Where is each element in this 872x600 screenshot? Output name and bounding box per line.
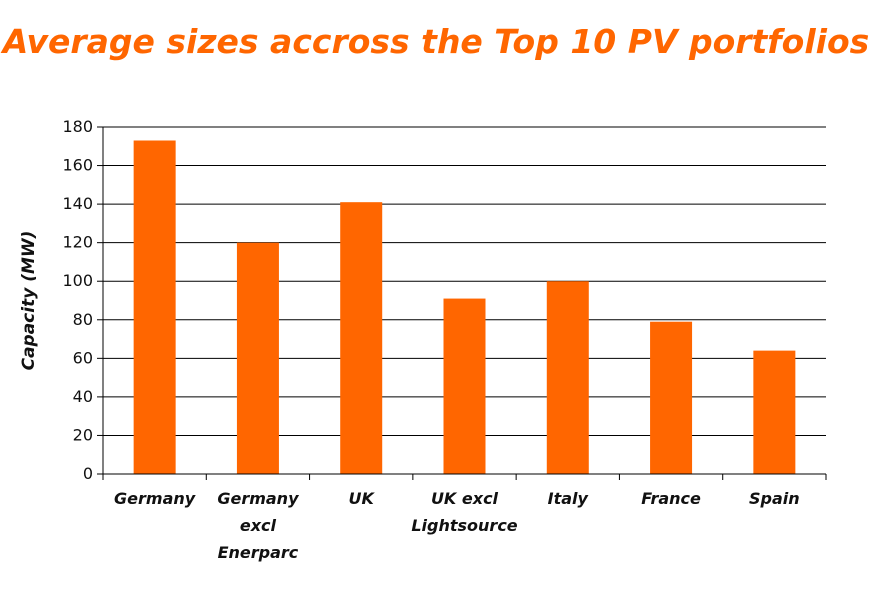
bar: [443, 298, 486, 474]
bar: [236, 242, 279, 474]
x-tick-label: Italy: [548, 489, 589, 508]
x-tick-label: UK excl: [431, 489, 499, 508]
y-tick-label: 80: [73, 310, 93, 329]
chart-title: Average sizes accross the Top 10 PV port…: [2, 22, 870, 61]
y-tick-label: 120: [62, 233, 93, 252]
x-tick-label: UK: [349, 489, 376, 508]
y-tick-label: 140: [62, 194, 93, 213]
x-tick-label: Spain: [749, 489, 800, 508]
x-tick-label: Lightsource: [411, 516, 517, 535]
y-tick-label: 180: [62, 117, 93, 136]
y-tick-label: 100: [62, 271, 93, 290]
bars: [133, 140, 796, 474]
bar: [340, 202, 383, 474]
y-tick-label: 160: [62, 156, 93, 175]
bar: [650, 321, 693, 474]
axes: [102, 127, 827, 480]
y-tick-label: 60: [73, 348, 93, 367]
y-axis-label: Capacity (MW): [19, 231, 39, 371]
x-tick-label: Enerparc: [218, 543, 299, 562]
x-tick-labels: Germany Germany excl Enerparc UK UK excl Light…: [114, 489, 800, 562]
x-tick-label: excl: [240, 516, 277, 535]
bar: [133, 140, 176, 474]
y-tick-label: 0: [83, 464, 93, 483]
x-tick-label: Germany: [217, 489, 299, 508]
y-tick-label: 20: [73, 425, 93, 444]
bar: [546, 281, 589, 474]
x-tick-label: France: [641, 489, 701, 508]
x-tick-label: Germany: [114, 489, 196, 508]
y-tick-labels: 0 20 40 60 80 100 120 140 160 180: [62, 117, 93, 483]
bar: [753, 350, 796, 474]
y-tick-label: 40: [73, 387, 93, 406]
